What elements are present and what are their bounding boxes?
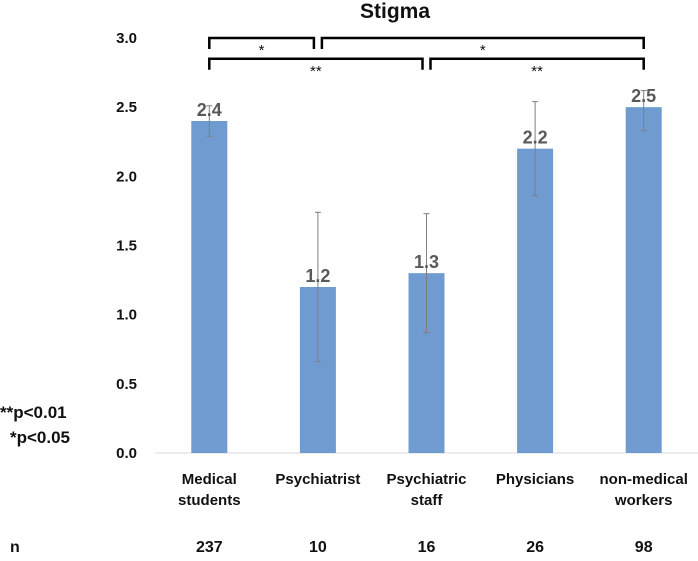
bar [625, 107, 662, 454]
n-value: 237 [196, 539, 223, 556]
y-axis: 0.0 0.5 1.0 1.5 2.0 2.5 3.0 [116, 30, 698, 462]
y-tick-label: 0.5 [116, 376, 137, 393]
x-tick-label: workers [614, 492, 673, 509]
n-value: 26 [526, 539, 544, 556]
bars [191, 107, 662, 454]
significance-brackets: * *** ** [208, 36, 645, 80]
n-value: 98 [635, 539, 653, 556]
significance-marker: ** [310, 63, 322, 80]
data-label: 2.4 [197, 100, 222, 120]
data-label: 1.2 [305, 266, 330, 286]
significance-bracket [208, 36, 316, 49]
x-tick-label: Physicians [496, 471, 574, 488]
x-tick-label: Psychiatric [386, 471, 466, 488]
data-label: 1.3 [414, 252, 439, 272]
y-tick-label: 3.0 [116, 30, 137, 47]
value-labels: 2.4 1.2 1.3 2.2 2.5 [197, 86, 656, 286]
x-tick-label: students [178, 492, 241, 509]
significance-marker: ** [531, 63, 543, 80]
legend-p001: **p<0.01 [0, 403, 67, 422]
bar [191, 121, 228, 453]
legend-p005: *p<0.05 [10, 428, 71, 447]
x-axis-labels: Medical students Psychiatrist Psychiatric st… [178, 471, 688, 509]
x-tick-label: Psychiatrist [275, 471, 360, 488]
n-label: n [10, 539, 20, 556]
error-bars [206, 90, 647, 363]
significance-marker: * [480, 42, 486, 59]
y-tick-label: 2.5 [116, 99, 137, 116]
x-tick-label: non-medical [600, 471, 688, 488]
y-tick-label: 1.5 [116, 238, 137, 255]
y-tick-label: 1.0 [116, 307, 137, 324]
significance-bracket [208, 57, 424, 70]
x-tick-label: staff [411, 492, 444, 509]
sample-size-row: n 237 10 16 26 98 [10, 539, 653, 556]
y-tick-label: 0.0 [116, 445, 137, 462]
data-label: 2.2 [523, 128, 548, 148]
x-tick-label: Medical [182, 471, 237, 488]
n-value: 10 [309, 539, 327, 556]
n-value: 16 [418, 539, 436, 556]
significance-marker: * [259, 42, 265, 59]
chart-title: Stigma [360, 0, 430, 23]
bar [517, 148, 554, 453]
y-tick-label: 2.0 [116, 168, 137, 185]
data-label: 2.5 [631, 86, 656, 106]
significance-bracket [429, 57, 645, 70]
significance-bracket [320, 36, 645, 49]
